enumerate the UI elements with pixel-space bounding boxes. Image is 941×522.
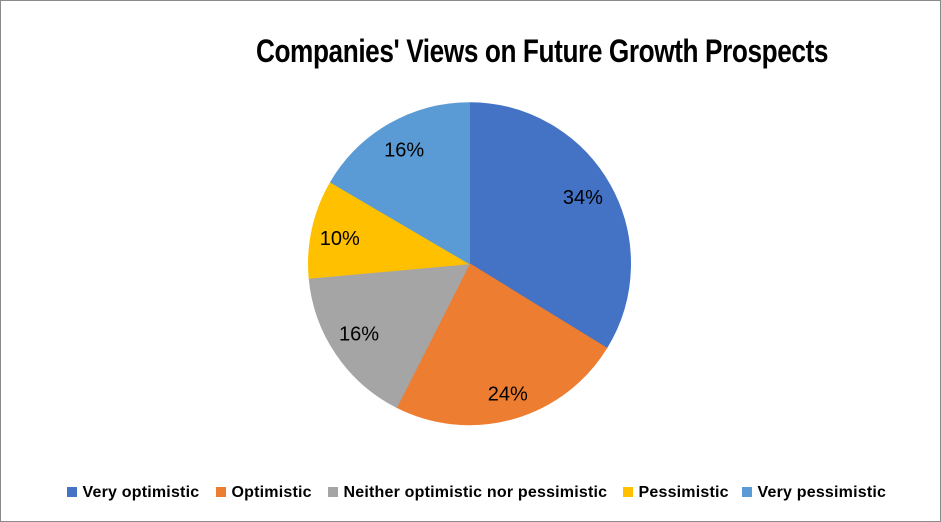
svg-text:24%: 24%: [488, 383, 528, 405]
svg-text:10%: 10%: [320, 228, 360, 250]
svg-text:34%: 34%: [563, 187, 603, 209]
svg-text:16%: 16%: [339, 323, 379, 345]
svg-text:16%: 16%: [384, 140, 424, 162]
